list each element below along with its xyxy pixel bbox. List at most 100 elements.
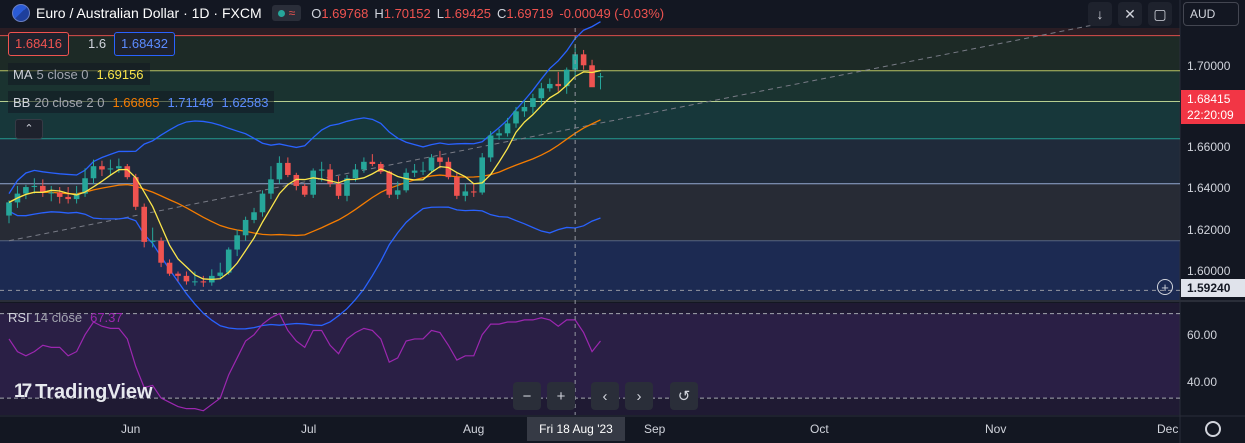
candle <box>597 72 604 90</box>
candle <box>555 71 562 92</box>
candle-body <box>597 76 604 78</box>
scroll-left-button[interactable]: ‹ <box>591 382 619 410</box>
candle-body <box>437 157 443 162</box>
candle-body <box>547 83 553 89</box>
candle-body <box>259 193 266 213</box>
y-tick: 1.62000 <box>1187 223 1231 237</box>
chart-reset: ↺ <box>670 382 698 410</box>
candle <box>192 271 198 286</box>
candle <box>149 227 156 248</box>
candle-body <box>411 170 418 173</box>
candle-body <box>99 166 105 170</box>
scroll-right-button[interactable]: › <box>625 382 653 410</box>
candle-body <box>530 98 536 107</box>
candle-body <box>116 166 122 169</box>
collapse-legend-button[interactable]: ⌃ <box>15 119 43 139</box>
candle <box>496 128 502 140</box>
candle <box>454 172 460 200</box>
candle-body <box>132 177 139 207</box>
candle <box>107 159 114 175</box>
settings-gear-icon[interactable] <box>1205 421 1221 437</box>
candle <box>141 203 147 248</box>
currency-select[interactable]: AUD <box>1183 2 1239 26</box>
candle <box>403 168 409 193</box>
candle <box>183 271 190 285</box>
candle-body <box>200 281 207 283</box>
candle <box>420 161 426 175</box>
candle-body <box>555 83 562 87</box>
bb-lower-value: 1.62583 <box>221 94 269 110</box>
candle <box>56 187 63 204</box>
wave-icon: ≈ <box>288 6 296 20</box>
candle-body <box>487 135 494 158</box>
candle <box>538 82 545 105</box>
price-zone <box>0 138 1180 184</box>
candle-body <box>420 170 426 172</box>
rsi-value: 67.37 <box>90 310 123 325</box>
arrow-down-icon[interactable]: ↓ <box>1088 2 1112 26</box>
candle <box>166 259 173 276</box>
expand-icon[interactable]: ✕ <box>1118 2 1142 26</box>
candle <box>386 170 393 198</box>
bb-legend[interactable]: BB 20 close 2 0 1.66865 1.71148 1.62583 <box>8 91 275 113</box>
candle-body <box>23 187 29 194</box>
candle-body <box>166 262 173 274</box>
chart-nav: − + <box>513 382 575 410</box>
tradingview-logo[interactable]: 17 TradingView <box>14 380 153 404</box>
rsi-tick: 40.00 <box>1187 375 1218 389</box>
candle <box>487 131 494 162</box>
candle-body <box>344 178 350 196</box>
candle <box>327 164 333 188</box>
candle-body <box>563 69 570 87</box>
candle-body <box>73 193 80 200</box>
add-plus-icon[interactable]: + <box>1157 279 1173 295</box>
candle <box>175 271 181 282</box>
bb-upper-line <box>8 21 601 194</box>
candle <box>251 207 257 224</box>
x-tick: Oct <box>810 422 829 436</box>
bb-basis-line <box>8 119 601 237</box>
candle <box>335 176 342 200</box>
zoom-in-button[interactable]: + <box>547 382 575 410</box>
live-status[interactable]: ≈ <box>271 5 302 21</box>
buy-price-button[interactable]: 1.68432 <box>114 32 175 56</box>
candle-body <box>580 54 587 66</box>
screenshot-icon[interactable]: ▢ <box>1148 2 1172 26</box>
candle-body <box>504 123 511 134</box>
zoom-out-button[interactable]: − <box>513 382 541 410</box>
candle <box>200 275 207 287</box>
candle-body <box>276 162 283 180</box>
candle <box>352 164 359 182</box>
chart-scroll: ‹ › <box>591 382 653 410</box>
candle-body <box>217 272 224 276</box>
y-tick: 1.66000 <box>1187 140 1231 154</box>
low-value: L1.69425 <box>436 5 491 21</box>
top-toolbar: ↓ ✕ ▢ <box>1088 2 1172 26</box>
candle <box>479 153 485 195</box>
x-tick: Jul <box>301 422 317 436</box>
candle <box>132 173 139 211</box>
candle <box>234 229 240 257</box>
sell-price-button[interactable]: 1.68416 <box>8 32 69 56</box>
candle-body <box>175 273 181 276</box>
candle-body <box>361 161 367 170</box>
candle-body <box>327 169 333 184</box>
reset-chart-button[interactable]: ↺ <box>670 382 698 410</box>
rsi-legend[interactable]: RSI 14 close 67.37 <box>8 310 123 325</box>
candle-body <box>513 111 519 124</box>
candle-body <box>107 168 114 170</box>
candle <box>301 183 308 197</box>
y-tick: 1.60000 <box>1187 264 1231 278</box>
candle-body <box>310 170 316 195</box>
symbol-title[interactable]: Euro / Australian Dollar · 1D · FXCM <box>36 5 262 21</box>
high-value: H1.70152 <box>374 5 431 21</box>
candle-body <box>268 179 274 194</box>
candle-body <box>318 169 325 171</box>
candle-body <box>65 196 71 200</box>
candle-body <box>56 192 63 197</box>
candle <box>217 262 224 279</box>
price-zone <box>0 35 1180 71</box>
ma-legend[interactable]: MA 5 close 0 1.69156 <box>8 63 150 85</box>
